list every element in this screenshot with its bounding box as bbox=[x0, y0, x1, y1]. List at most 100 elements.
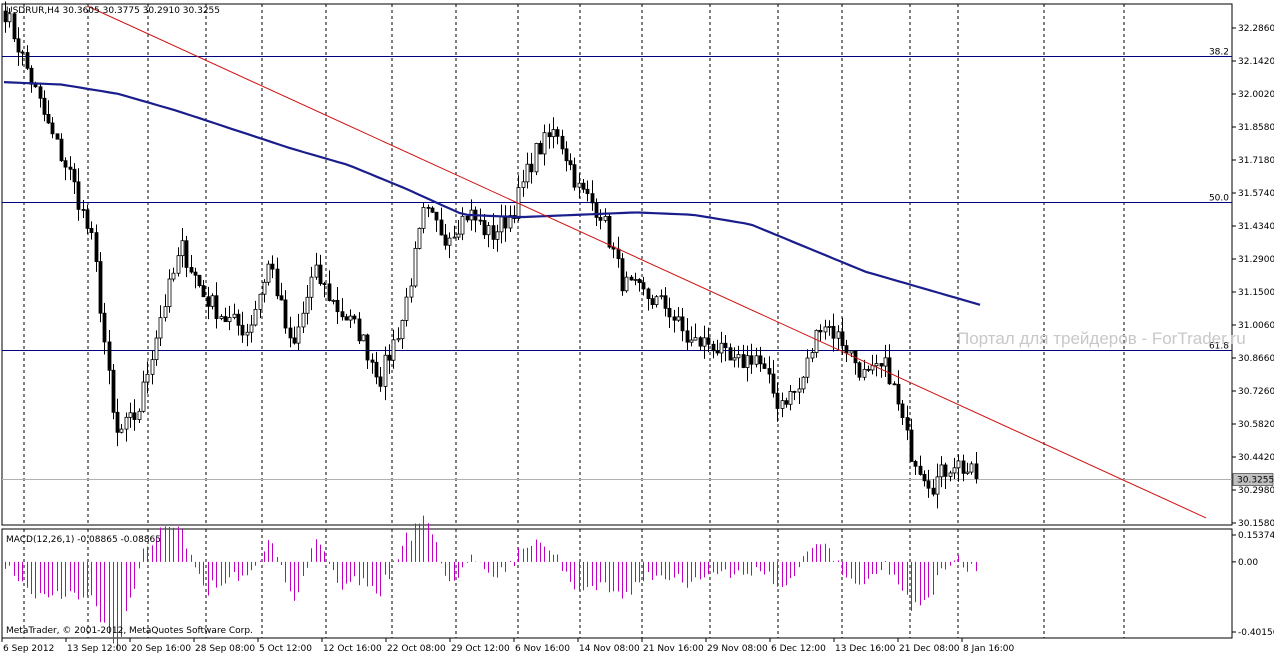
candle-body bbox=[352, 315, 357, 320]
moving-average-line bbox=[3, 81, 981, 306]
candle-body bbox=[931, 487, 936, 495]
candle-body bbox=[365, 334, 370, 361]
candle-body bbox=[590, 193, 595, 204]
candle-body bbox=[624, 276, 629, 292]
time-axis: 6 Sep 2012 13 Sep 12:00 20 Sep 16:00 28 Sep… bbox=[1, 638, 1015, 654]
time-tick-label: 20 Sep 16:00 bbox=[131, 644, 191, 654]
candle-body bbox=[383, 354, 388, 387]
price-tick-label: 30.8660 bbox=[1238, 354, 1274, 364]
last-price-label: 30.3255 bbox=[1237, 476, 1274, 486]
candle-body bbox=[361, 334, 366, 342]
candle-body bbox=[42, 97, 47, 115]
candle-body bbox=[94, 232, 99, 262]
candle-body bbox=[111, 369, 116, 413]
candlesticks bbox=[3, 1, 979, 509]
candle-body bbox=[969, 463, 974, 473]
candle-body bbox=[158, 317, 163, 339]
candle-body bbox=[348, 315, 353, 321]
candle-body bbox=[641, 282, 646, 290]
candle-body bbox=[180, 240, 185, 257]
candle-body bbox=[542, 132, 547, 155]
candle-body bbox=[840, 331, 845, 347]
candle-body bbox=[29, 67, 34, 85]
candle-body bbox=[210, 295, 215, 307]
candle-body bbox=[85, 209, 90, 229]
candle-body bbox=[417, 227, 422, 249]
price-tick-label: 32.0020 bbox=[1238, 90, 1274, 100]
candle-body bbox=[529, 163, 534, 173]
candle-body bbox=[616, 248, 621, 260]
main-panel-frame bbox=[1, 3, 1233, 526]
candle-body bbox=[874, 363, 879, 367]
candle-body bbox=[896, 383, 901, 405]
price-tick-label: 32.2860 bbox=[1238, 24, 1274, 34]
candle-body bbox=[430, 207, 435, 213]
candle-body bbox=[555, 129, 560, 137]
last-price-box bbox=[1232, 473, 1274, 486]
candle-body bbox=[132, 412, 137, 420]
candle-body bbox=[370, 359, 375, 363]
candle-body bbox=[572, 164, 577, 188]
candle-body bbox=[827, 325, 832, 328]
price-tick-label: 31.4340 bbox=[1238, 222, 1274, 232]
candle-body bbox=[672, 316, 677, 321]
price-tick-label: 31.8580 bbox=[1238, 123, 1274, 133]
candle-body bbox=[831, 325, 836, 339]
candle-body bbox=[801, 376, 806, 390]
candle-body bbox=[38, 86, 43, 99]
candle-body bbox=[943, 464, 948, 477]
watermark-text: Портал для трейдеров - ForTrader.ru bbox=[957, 329, 1246, 348]
candle-body bbox=[447, 237, 452, 246]
price-tick-label: 31.1500 bbox=[1238, 288, 1274, 298]
candle-body bbox=[719, 342, 724, 354]
candle-body bbox=[788, 390, 793, 405]
candle-body bbox=[887, 357, 892, 385]
time-tick-label: 6 Dec 12:00 bbox=[771, 644, 826, 654]
candle-body bbox=[650, 298, 655, 305]
candle-body bbox=[344, 316, 349, 321]
candle-body bbox=[659, 295, 664, 298]
moving-average bbox=[3, 81, 981, 306]
time-tick-label: 29 Nov 08:00 bbox=[707, 644, 768, 654]
candle-body bbox=[857, 362, 862, 378]
candle-body bbox=[460, 215, 465, 235]
candle-body bbox=[20, 51, 25, 54]
candle-body bbox=[309, 276, 314, 298]
candle-body bbox=[823, 326, 828, 333]
candle-body bbox=[771, 373, 776, 394]
price-tick-label: 30.4420 bbox=[1238, 453, 1274, 463]
candle-body bbox=[680, 316, 685, 332]
candle-body bbox=[598, 217, 603, 221]
candle-body bbox=[508, 215, 513, 229]
candle-body bbox=[409, 285, 414, 298]
candle-body bbox=[948, 472, 953, 477]
candle-body bbox=[758, 355, 763, 365]
candle-body bbox=[81, 209, 86, 211]
candle-body bbox=[89, 227, 94, 234]
candle-body bbox=[965, 471, 970, 474]
candle-body bbox=[137, 410, 142, 420]
candle-body bbox=[810, 352, 815, 359]
candle-body bbox=[46, 113, 51, 124]
price-tick-label: 30.7260 bbox=[1238, 387, 1274, 397]
candle-body bbox=[314, 264, 319, 278]
candle-body bbox=[378, 376, 383, 387]
candle-body bbox=[245, 331, 250, 336]
candle-body bbox=[883, 357, 888, 367]
candle-body bbox=[784, 400, 789, 405]
candle-body bbox=[262, 281, 267, 295]
candle-body bbox=[456, 233, 461, 238]
candle-body bbox=[331, 299, 336, 302]
candle-body bbox=[503, 215, 508, 229]
candle-body bbox=[745, 355, 750, 368]
candle-body bbox=[434, 211, 439, 221]
candle-body bbox=[76, 181, 81, 210]
candle-body bbox=[59, 138, 64, 162]
candle-body bbox=[905, 417, 910, 431]
candle-body bbox=[818, 329, 823, 333]
candle-body bbox=[68, 166, 73, 170]
candle-body bbox=[723, 342, 728, 349]
price-tick-label: 30.1580 bbox=[1238, 519, 1274, 529]
candle-body bbox=[426, 206, 431, 209]
